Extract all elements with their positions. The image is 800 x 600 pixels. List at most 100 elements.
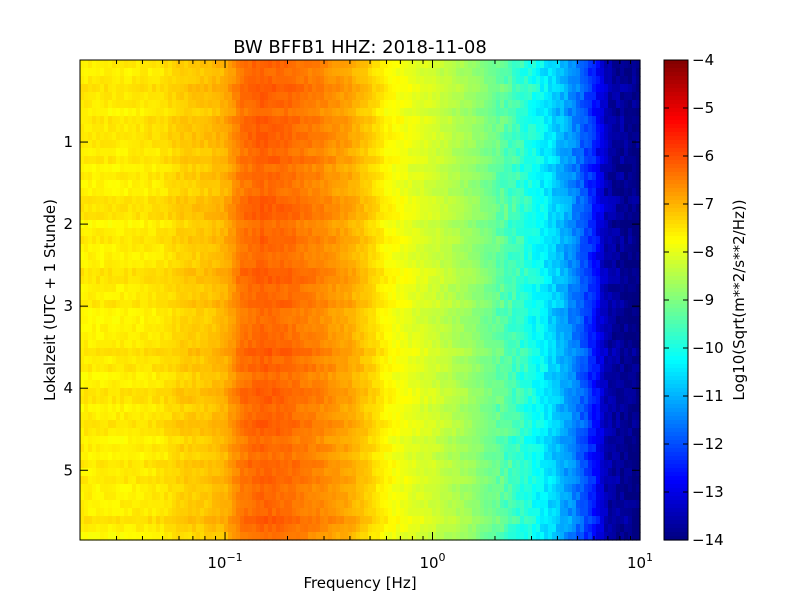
heatmap-cell bbox=[520, 148, 525, 157]
heatmap-cell bbox=[548, 236, 553, 245]
heatmap-cell bbox=[428, 260, 433, 269]
heatmap-cell bbox=[260, 124, 265, 133]
heatmap-cell bbox=[420, 68, 425, 77]
heatmap-cell bbox=[356, 308, 361, 317]
heatmap-cell bbox=[268, 252, 273, 261]
heatmap-cell bbox=[356, 252, 361, 261]
heatmap-cell bbox=[168, 108, 173, 117]
heatmap-cell bbox=[244, 204, 249, 213]
heatmap-cell bbox=[368, 164, 373, 173]
heatmap-cell bbox=[88, 228, 93, 237]
heatmap-cell bbox=[260, 60, 265, 69]
heatmap-cell bbox=[372, 316, 377, 325]
heatmap-cell bbox=[292, 316, 297, 325]
heatmap-cell bbox=[200, 276, 205, 285]
heatmap-cell bbox=[368, 300, 373, 309]
heatmap-cell bbox=[592, 156, 597, 165]
heatmap-cell bbox=[324, 276, 329, 285]
heatmap-cell bbox=[628, 228, 633, 237]
heatmap-cell bbox=[384, 244, 389, 253]
heatmap-cell bbox=[92, 228, 97, 237]
heatmap-cell bbox=[188, 116, 193, 125]
heatmap-cell bbox=[616, 84, 621, 93]
heatmap-cell bbox=[100, 212, 105, 221]
heatmap-cell bbox=[536, 316, 541, 325]
heatmap-cell bbox=[436, 172, 441, 181]
heatmap-cell bbox=[420, 204, 425, 213]
heatmap-cell bbox=[352, 220, 357, 229]
heatmap-cell bbox=[88, 124, 93, 133]
heatmap-cell bbox=[592, 188, 597, 197]
heatmap-cell bbox=[80, 300, 85, 309]
heatmap-cell bbox=[448, 196, 453, 205]
heatmap-cell bbox=[224, 252, 229, 261]
heatmap-cell bbox=[544, 228, 549, 237]
heatmap-cell bbox=[284, 172, 289, 181]
heatmap-cell bbox=[268, 276, 273, 285]
heatmap-cell bbox=[136, 252, 141, 261]
heatmap-cell bbox=[480, 92, 485, 101]
heatmap-cell bbox=[84, 268, 89, 277]
heatmap-cell bbox=[280, 60, 285, 69]
heatmap-cell bbox=[628, 84, 633, 93]
heatmap-cell bbox=[588, 324, 593, 333]
heatmap-cell bbox=[332, 188, 337, 197]
heatmap-cell bbox=[288, 236, 293, 245]
heatmap-cell bbox=[472, 236, 477, 245]
heatmap-cell bbox=[580, 252, 585, 261]
heatmap-cell bbox=[556, 60, 561, 69]
heatmap-cell bbox=[400, 180, 405, 189]
heatmap-cell bbox=[480, 268, 485, 277]
heatmap-cell bbox=[276, 292, 281, 301]
heatmap-cell bbox=[292, 116, 297, 125]
heatmap-cell bbox=[440, 220, 445, 229]
heatmap-cell bbox=[408, 132, 413, 141]
heatmap-cell bbox=[248, 140, 253, 149]
heatmap-cell bbox=[556, 236, 561, 245]
heatmap-cell bbox=[568, 148, 573, 157]
heatmap-cell bbox=[636, 196, 641, 205]
heatmap-cell bbox=[272, 324, 277, 333]
heatmap-cell bbox=[232, 252, 237, 261]
heatmap-cell bbox=[124, 308, 129, 317]
heatmap-cell bbox=[116, 284, 121, 293]
heatmap-cell bbox=[344, 324, 349, 333]
heatmap-cell bbox=[276, 100, 281, 109]
heatmap-cell bbox=[252, 140, 257, 149]
heatmap-cell bbox=[616, 300, 621, 309]
heatmap-cell bbox=[244, 228, 249, 237]
heatmap-cell bbox=[376, 212, 381, 221]
heatmap-cell bbox=[164, 164, 169, 173]
heatmap-cell bbox=[172, 132, 177, 141]
heatmap-cell bbox=[632, 268, 637, 277]
heatmap-cell bbox=[292, 236, 297, 245]
heatmap-cell bbox=[116, 236, 121, 245]
heatmap-cell bbox=[352, 116, 357, 125]
heatmap-cell bbox=[128, 308, 133, 317]
heatmap-cell bbox=[288, 228, 293, 237]
heatmap-cell bbox=[456, 108, 461, 117]
heatmap-cell bbox=[300, 332, 305, 341]
heatmap-cell bbox=[116, 116, 121, 125]
heatmap-cell bbox=[300, 68, 305, 77]
heatmap-cell bbox=[148, 268, 153, 277]
heatmap-cell bbox=[536, 284, 541, 293]
heatmap-cell bbox=[568, 236, 573, 245]
heatmap-cell bbox=[244, 156, 249, 165]
heatmap-cell bbox=[608, 164, 613, 173]
heatmap-cell bbox=[192, 116, 197, 125]
heatmap-cell bbox=[428, 76, 433, 85]
heatmap-cell bbox=[244, 172, 249, 181]
heatmap-cell bbox=[620, 196, 625, 205]
heatmap-cell bbox=[184, 84, 189, 93]
heatmap-cell bbox=[464, 60, 469, 69]
heatmap-cell bbox=[112, 220, 117, 229]
heatmap-cell bbox=[420, 276, 425, 285]
heatmap-cell bbox=[132, 180, 137, 189]
heatmap-cell bbox=[544, 276, 549, 285]
heatmap-cell bbox=[388, 100, 393, 109]
heatmap-cell bbox=[288, 140, 293, 149]
heatmap-cell bbox=[396, 180, 401, 189]
heatmap-cell bbox=[540, 124, 545, 133]
heatmap-cell bbox=[600, 132, 605, 141]
